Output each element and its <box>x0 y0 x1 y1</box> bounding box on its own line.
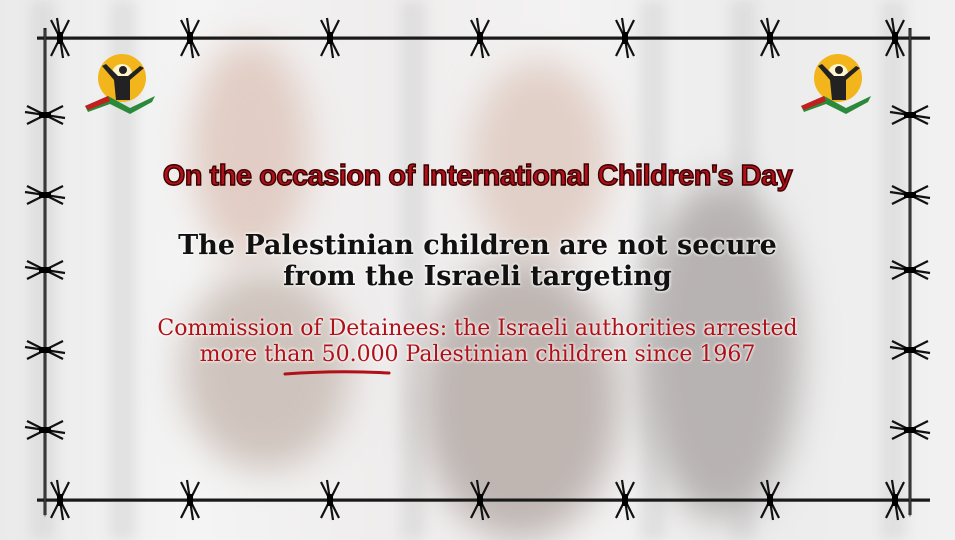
barb-knot <box>889 185 931 205</box>
commission-logo-right <box>801 54 871 114</box>
barb-knot <box>889 420 931 440</box>
barb-knot <box>470 17 490 59</box>
barb-knot <box>889 260 931 280</box>
barb-knot <box>885 17 905 59</box>
barb-knot <box>24 340 66 360</box>
barb-knot <box>180 17 200 59</box>
barb-knot <box>320 17 340 59</box>
barb-knot <box>24 420 66 440</box>
number-underline <box>283 370 391 376</box>
barb-knot <box>615 479 635 521</box>
statement-pre: more than <box>199 342 322 367</box>
subtitle: The Palestinian children are not secure … <box>0 230 955 292</box>
subtitle-line-2: from the Israeli targeting <box>283 261 672 292</box>
barb-knot <box>889 105 931 125</box>
barb-knot <box>615 17 635 59</box>
barb-knot <box>760 17 780 59</box>
statement-line-1: Commission of Detainees: the Israeli aut… <box>157 316 798 341</box>
barb-knot <box>24 185 66 205</box>
statement-post: Palestinian children since 1967 <box>398 342 756 367</box>
barb-knot <box>885 479 905 521</box>
headline: On the occasion of International Childre… <box>162 159 793 192</box>
commission-logo-left <box>85 54 155 114</box>
barb-knot <box>50 479 70 521</box>
subtitle-line-1: The Palestinian children are not secure <box>178 230 777 261</box>
barb-knot <box>180 479 200 521</box>
barb-knot <box>320 479 340 521</box>
barb-knot <box>24 105 66 125</box>
barb-knot <box>760 479 780 521</box>
statement-number: 50.000 <box>321 342 399 367</box>
statement: Commission of Detainees: the Israeli aut… <box>0 316 955 368</box>
statement-line-2: more than 50.000 Palestinian children si… <box>0 342 955 368</box>
barb-knot <box>50 17 70 59</box>
barb-knot <box>889 340 931 360</box>
barb-knot <box>470 479 490 521</box>
barb-knot <box>24 260 66 280</box>
